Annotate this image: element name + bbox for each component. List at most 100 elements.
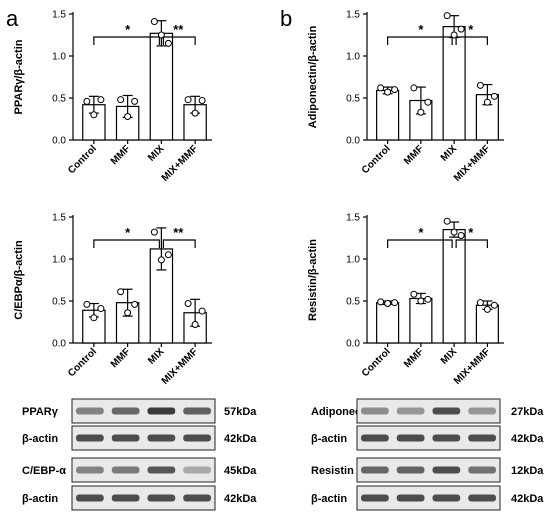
y-tick-label: 1.5 xyxy=(52,213,66,224)
blot-band xyxy=(111,407,140,415)
bracket-line xyxy=(162,36,196,45)
data-point xyxy=(191,109,199,117)
blot-band xyxy=(468,494,496,502)
y-axis-title: PPARγ/β-actin xyxy=(13,39,25,114)
y-axis-title: Resistin/β-actin xyxy=(307,239,319,321)
category-label: MMF xyxy=(109,346,133,370)
significance-bracket: * xyxy=(455,22,488,45)
data-point xyxy=(131,97,139,105)
blot-size-label: 42kDa xyxy=(224,433,257,445)
data-point xyxy=(164,39,172,47)
data-point xyxy=(164,251,172,259)
y-axis-title: Adiponectin/β-actin xyxy=(307,25,319,128)
data-point xyxy=(124,112,132,120)
blot-size-label: 57kDa xyxy=(224,406,257,418)
blot-band xyxy=(111,494,140,502)
bracket-line xyxy=(93,239,160,248)
category-label: MMF xyxy=(402,143,426,167)
data-point xyxy=(377,84,385,92)
category-label: MMF xyxy=(402,346,426,370)
y-axis-title: C/EBPα/β-actin xyxy=(13,240,25,320)
significance-label: ** xyxy=(173,225,184,240)
category-label: Control xyxy=(360,143,393,176)
blot-label: β-actin xyxy=(22,493,58,505)
significance-label: * xyxy=(125,225,131,240)
y-tick-label: 1.0 xyxy=(346,52,360,63)
data-point xyxy=(384,300,392,308)
data-point xyxy=(90,314,98,322)
y-tick-label: 0.5 xyxy=(52,94,66,105)
blot-band xyxy=(432,434,461,442)
y-tick-label: 0.0 xyxy=(346,136,360,147)
significance-bracket: * xyxy=(93,225,160,248)
significance-label: ** xyxy=(173,22,184,37)
y-tick-label: 1.5 xyxy=(346,10,360,21)
significance-label: * xyxy=(418,22,424,37)
data-point xyxy=(417,108,425,116)
data-point xyxy=(83,97,91,105)
category-label: Control xyxy=(66,143,99,176)
data-point xyxy=(184,96,192,104)
data-point xyxy=(483,305,491,313)
blot-band xyxy=(111,466,140,474)
blot-band xyxy=(432,466,461,474)
data-point xyxy=(391,86,399,94)
bar-Control xyxy=(376,89,400,141)
bar-MIX xyxy=(442,26,466,141)
category-label: Control xyxy=(360,346,393,379)
blot-size-label: 42kDa xyxy=(511,433,544,445)
blot-band xyxy=(76,407,104,415)
blot-band xyxy=(76,466,104,474)
bar-Control xyxy=(376,302,400,344)
y-tick-label: 0.0 xyxy=(52,339,66,350)
y-tick-label: 1.0 xyxy=(346,255,360,266)
western-blots: PPARγ 57kDa β-actin 42kDa C/EBP-α 45kDa β-acti… xyxy=(22,398,544,511)
bar-MMF xyxy=(409,297,433,344)
category-label: MIX+MMF xyxy=(452,346,493,387)
blot-size-label: 42kDa xyxy=(224,493,257,505)
blot-band xyxy=(396,407,425,415)
blot-band xyxy=(361,494,389,502)
y-tick-label: 0.5 xyxy=(52,297,66,308)
blot-band xyxy=(76,434,104,442)
blot-label: β-actin xyxy=(22,433,58,445)
chart-3: 0.0 0.5 1.0 1.5 C/EBPα/β-actin Control MMF MIXM… xyxy=(13,213,212,387)
data-point xyxy=(83,300,91,308)
data-point xyxy=(490,92,498,100)
data-point xyxy=(483,98,491,106)
category-label: MIX+MMF xyxy=(160,346,201,387)
data-point xyxy=(184,300,192,308)
blot-label: Resistin xyxy=(311,465,354,477)
data-point xyxy=(150,228,158,236)
blot-band xyxy=(361,407,389,415)
blot-band xyxy=(361,466,389,474)
y-tick-label: 0.0 xyxy=(346,339,360,350)
significance-bracket: ** xyxy=(162,22,196,45)
data-point xyxy=(424,98,432,106)
data-point xyxy=(191,321,199,329)
y-tick-label: 0.5 xyxy=(346,297,360,308)
significance-label: * xyxy=(418,225,424,240)
data-point xyxy=(490,301,498,309)
data-point xyxy=(97,305,105,313)
data-point xyxy=(198,307,206,315)
significance-bracket: * xyxy=(93,22,160,45)
blot-band xyxy=(432,494,461,502)
data-point xyxy=(450,228,458,236)
panel-letter-b: b xyxy=(280,6,292,31)
bracket-line xyxy=(162,239,196,248)
chart-2: 0.0 0.5 1.0 1.5 Adiponectin/β-actin Control MM… xyxy=(307,10,504,184)
y-tick-label: 1.0 xyxy=(52,255,66,266)
data-point xyxy=(124,309,132,317)
blot-size-label: 27kDa xyxy=(511,406,544,418)
y-tick-label: 0.5 xyxy=(346,94,360,105)
data-point xyxy=(198,97,206,105)
category-label: MIX+MMF xyxy=(160,143,201,184)
data-point xyxy=(90,111,98,119)
data-point xyxy=(150,18,158,26)
category-label: MIX xyxy=(439,346,460,367)
y-tick-label: 0.0 xyxy=(52,136,66,147)
